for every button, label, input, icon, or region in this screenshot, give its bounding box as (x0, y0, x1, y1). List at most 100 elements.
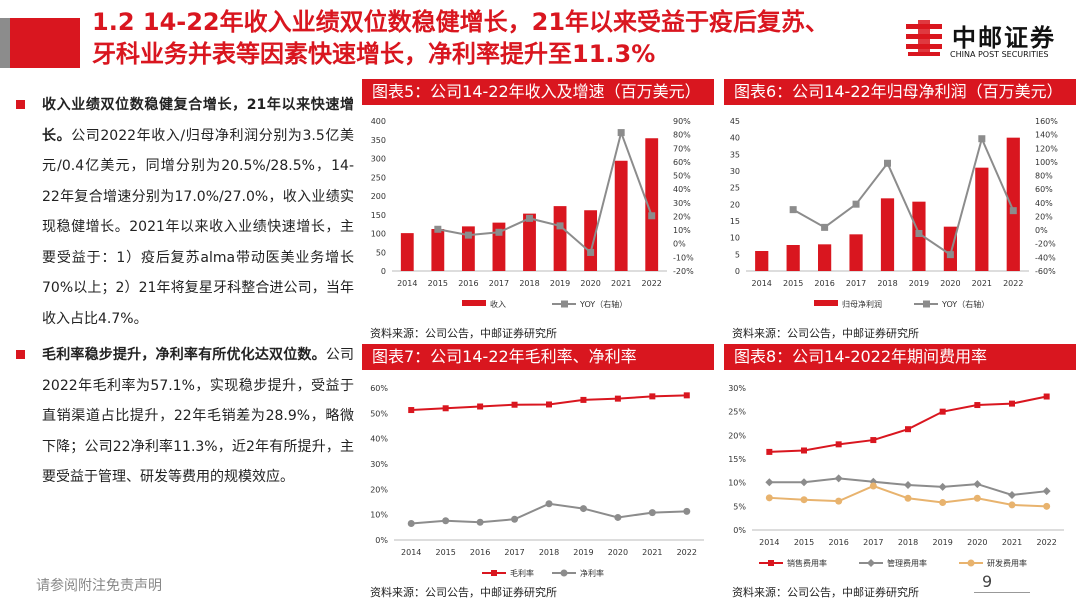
y-tick-label: 40% (370, 435, 388, 444)
series-1-point-2020 (614, 513, 622, 521)
x-tick-label: 2020 (940, 279, 960, 288)
series-1-point-2014 (765, 478, 774, 487)
chart-panel-margins: 图表7：公司14-22年毛利率、净利率 0% 10% 20% 30% 40% 50% 60%… (362, 344, 714, 606)
x-tick-label: 2015 (794, 538, 814, 547)
y-tick-label: 20% (370, 485, 388, 494)
yoy-point-2022 (648, 212, 656, 220)
chart-panel-net-profit: 图表6：公司14-22年归母净利润（百万美元） 0 5 10 15 20 25 30 35 40… (724, 79, 1076, 342)
series-1-point-2020 (973, 480, 982, 489)
y-right-tick-label: 30% (673, 199, 691, 208)
series-0-point-2016 (477, 403, 484, 410)
chart-source-expense-ratios: 资料来源：公司公告，中邮证券研究所 (732, 586, 919, 599)
series-2-point-2020 (973, 494, 981, 502)
y-right-tick-label: 10% (673, 226, 691, 235)
x-tick-label: 2014 (759, 538, 779, 547)
chart-title-revenue: 图表5：公司14-22年收入及增速（百万美元） (362, 79, 714, 105)
x-tick-label: 2017 (863, 538, 883, 547)
x-tick-label: 2018 (539, 548, 559, 557)
x-tick-label: 2021 (642, 548, 662, 557)
summary-text: 收入业绩双位数稳健复合增长，21年以来快速增长。公司2022年收入/归母净利润分… (14, 90, 354, 493)
legend-line-label: YOY（右轴） (579, 299, 627, 309)
yoy-point-2019 (556, 222, 564, 230)
y-right-tick-label: 70% (673, 144, 691, 153)
y-right-tick-label: -10% (673, 253, 694, 262)
legend-label-1: 管理费用率 (887, 558, 927, 568)
x-tick-label: 2018 (898, 538, 918, 547)
y-right-tick-label: 40% (673, 185, 691, 194)
series-2-point-2015 (800, 496, 808, 504)
y-left-tick-label: 350 (371, 136, 386, 145)
series-0-point-2022 (683, 392, 690, 399)
x-tick-label: 2019 (550, 279, 570, 288)
series-1-point-2018 (904, 481, 912, 490)
y-tick-label: 5% (733, 502, 746, 511)
summary-paragraph-1: 收入业绩双位数稳健复合增长，21年以来快速增长。公司2022年收入/归母净利润分… (14, 90, 354, 334)
legend-marker-0 (768, 560, 774, 566)
series-0-point-2017 (511, 401, 518, 408)
series-1-point-2019 (938, 482, 947, 491)
series-0-point-2020 (614, 395, 621, 402)
y-right-tick-label: -40% (1035, 253, 1056, 262)
y-left-tick-label: 0 (381, 267, 386, 276)
y-right-tick-label: 140% (1035, 131, 1058, 140)
yoy-point-2021 (978, 135, 986, 143)
series-2-point-2014 (765, 494, 773, 502)
bar-2014 (755, 251, 769, 271)
bar-2015 (431, 229, 445, 271)
legend-marker-1 (867, 559, 875, 567)
y-left-tick-label: 150 (371, 211, 386, 220)
net-profit-chart: 0 5 10 15 20 25 30 35 40 45 -60% -40% -20% 0% 20% 40% 60… (730, 117, 1058, 309)
yoy-line (437, 129, 653, 255)
bar-2016 (818, 244, 832, 271)
y-left-tick-label: 100 (371, 230, 386, 239)
series-1-point-2021 (1008, 490, 1016, 499)
y-tick-label: 30% (728, 384, 746, 393)
series-2-point-2016 (835, 497, 843, 505)
x-tick-label: 2019 (573, 548, 593, 557)
chart-source-revenue: 资料来源：公司公告，中邮证券研究所 (370, 327, 557, 340)
summary-paragraph-2: 毛利率稳步提升，净利率有所优化达双位数。公司2022年毛利率为57.1%，实现稳… (14, 340, 354, 493)
y-left-tick-label: 200 (371, 192, 386, 201)
yoy-point-2018 (526, 214, 533, 222)
y-left-tick-label: 300 (371, 155, 386, 164)
series-2-point-2017 (869, 482, 877, 490)
legend-label-0: 销售费用率 (787, 558, 827, 568)
bar-2015 (786, 245, 800, 271)
legend-bar-label: 归母净利润 (842, 299, 882, 309)
y-left-tick-label: 15 (730, 217, 740, 226)
legend-bar-swatch (462, 300, 486, 306)
series-0-point-2016 (835, 441, 842, 448)
bar-2022 (645, 138, 659, 271)
legend-marker-2 (967, 559, 975, 567)
title-line-2: 牙科业务并表等因素快速增长，净利率提升至11.3% (92, 40, 656, 68)
series-0-point-2014 (408, 407, 415, 414)
y-right-tick-label: 90% (673, 117, 691, 126)
bar-2018 (880, 198, 895, 271)
yoy-point-2017 (495, 228, 503, 236)
bullet-square-icon (16, 100, 25, 109)
legend-marker-1 (560, 569, 568, 577)
yoy-point-2016 (464, 231, 472, 239)
legend-bar-swatch (814, 300, 838, 306)
title-deco-gray (0, 18, 10, 68)
y-tick-label: 10% (370, 511, 388, 520)
series-line-0 (769, 395, 1047, 453)
yoy-point-2021 (617, 129, 625, 137)
page-number-underline (974, 592, 1030, 593)
y-tick-label: 15% (728, 455, 746, 464)
bar-2021 (975, 167, 989, 271)
series-0-point-2015 (801, 447, 807, 454)
x-tick-label: 2016 (828, 538, 848, 547)
chart-title-expense-ratios: 图表8：公司14-2022年期间费用率 (724, 344, 1076, 370)
x-tick-label: 2022 (1003, 279, 1023, 288)
x-tick-label: 2022 (677, 548, 697, 557)
series-1-point-2017 (511, 515, 519, 523)
series-1-point-2014 (407, 520, 415, 528)
bar-2022 (1006, 137, 1020, 271)
series-0-point-2020 (974, 402, 981, 409)
y-right-tick-label: 60% (1035, 185, 1053, 194)
series-0-point-2019 (580, 396, 587, 403)
x-tick-label: 2020 (580, 279, 600, 288)
y-left-tick-label: 30 (730, 167, 740, 176)
series-1-point-2016 (476, 518, 484, 526)
